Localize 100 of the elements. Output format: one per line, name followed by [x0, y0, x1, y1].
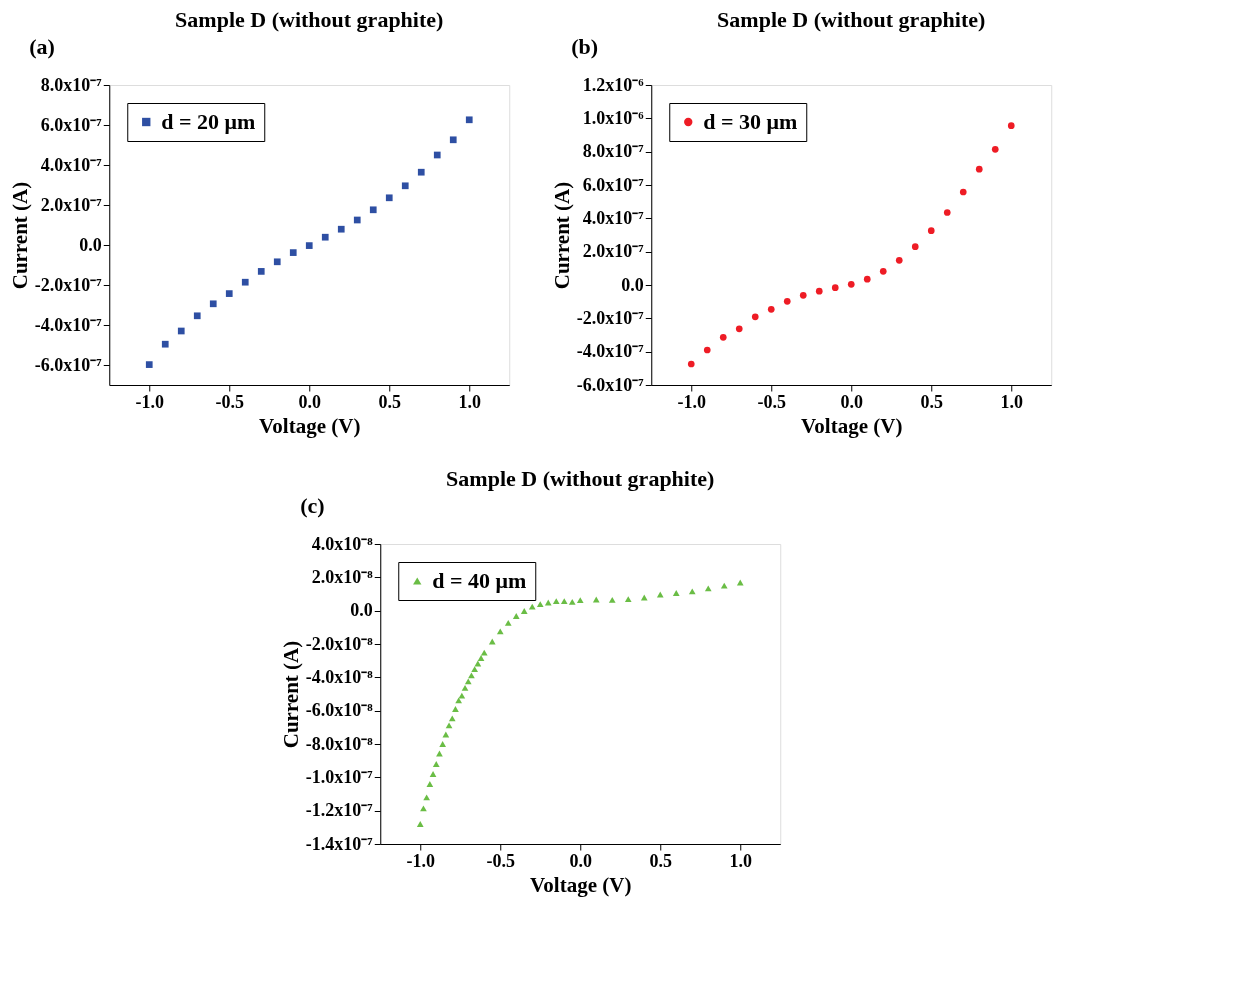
point [423, 794, 430, 801]
point [416, 821, 424, 827]
point [799, 291, 807, 299]
point [321, 233, 329, 241]
point [257, 268, 265, 275]
point [401, 182, 409, 190]
point [943, 209, 951, 216]
x-tick-label: -0.5 [486, 850, 515, 871]
point [568, 598, 576, 605]
y-tick-label: 2.0x10⁻⁷ [582, 241, 645, 262]
y-tick-label: 1.2x10⁻⁶ [582, 74, 645, 95]
y-tick-label: -1.2x10⁻⁷ [305, 800, 374, 821]
x-tick-label: 0.0 [840, 391, 863, 412]
point [417, 168, 425, 176]
y-tick-label: 0.0 [79, 234, 102, 255]
point [560, 598, 568, 605]
y-tick-label: 4.0x10⁻⁸ [311, 533, 374, 554]
point [225, 290, 233, 297]
point [193, 312, 201, 320]
x-tick-label: -1.0 [677, 391, 706, 412]
point [719, 333, 727, 341]
x-axis-title: Voltage (V) [801, 413, 903, 438]
point [433, 151, 441, 159]
x-tick-label: 0.5 [378, 391, 401, 412]
point [353, 216, 361, 224]
point [461, 684, 469, 691]
y-tick-label: 8.0x10⁻⁷ [40, 74, 103, 95]
chart-title: Sample D (without graphite) [175, 7, 444, 32]
point [895, 256, 903, 264]
y-tick-label: -8.0x10⁻⁸ [305, 733, 374, 754]
y-tick-label: 2.0x10⁻⁷ [40, 194, 103, 215]
point [471, 666, 478, 673]
y-tick-label: -2.0x10⁻⁷ [576, 307, 645, 328]
y-tick-label: -2.0x10⁻⁸ [305, 633, 374, 654]
y-tick-label: 2.0x10⁻⁸ [311, 566, 374, 587]
point [369, 206, 377, 214]
y-tick-label: 6.0x10⁻⁷ [582, 174, 645, 195]
y-tick-label: -6.0x10⁻⁷ [34, 354, 103, 375]
point [273, 258, 281, 266]
point [426, 781, 434, 787]
point [783, 297, 791, 305]
point [458, 692, 466, 699]
x-tick-label: -1.0 [406, 850, 435, 871]
point [289, 249, 297, 256]
point [528, 603, 536, 610]
point [959, 188, 967, 196]
point [720, 582, 728, 589]
y-tick-label: 6.0x10⁻⁷ [40, 114, 103, 135]
point [735, 325, 743, 333]
point [209, 300, 217, 308]
point [815, 287, 823, 295]
y-tick-label: 4.0x10⁻⁷ [40, 154, 103, 175]
point [429, 771, 437, 777]
legend-label: d = 30 μm [703, 109, 798, 134]
y-tick-label: 0.0 [621, 274, 644, 295]
chart-title: Sample D (without graphite) [717, 7, 986, 32]
point [161, 340, 169, 348]
point [879, 267, 887, 275]
legend-label: d = 20 μm [161, 109, 256, 134]
point [608, 596, 616, 603]
point [305, 242, 313, 249]
point [445, 722, 453, 729]
point [767, 305, 775, 313]
point [975, 165, 983, 173]
point [520, 608, 528, 614]
point [455, 697, 462, 704]
x-tick-label: -0.5 [215, 391, 244, 412]
y-tick-label: 4.0x10⁻⁷ [582, 207, 645, 228]
y-tick-label: -1.4x10⁻⁷ [305, 833, 374, 854]
point [536, 601, 544, 608]
point [496, 628, 504, 635]
point [576, 597, 584, 604]
legend-label: d = 40 μm [432, 568, 527, 593]
text: (b) [571, 34, 599, 59]
chart-title: Sample D (without graphite) [446, 466, 715, 491]
point [751, 313, 759, 321]
point [863, 275, 871, 283]
y-tick-label: -4.0x10⁻⁷ [34, 314, 103, 335]
point [177, 327, 185, 335]
y-tick-label: 8.0x10⁻⁷ [582, 141, 645, 162]
point [704, 585, 712, 592]
point [927, 227, 935, 235]
point [688, 588, 696, 595]
point [337, 225, 345, 233]
x-tick-label: 1.0 [1000, 391, 1023, 412]
point [1007, 122, 1015, 130]
point [480, 649, 488, 656]
y-tick-label: -2.0x10⁻⁷ [34, 274, 103, 295]
y-axis-title: Current (A) [7, 181, 32, 290]
point [703, 346, 711, 354]
y-tick-label: 0.0 [350, 600, 373, 621]
point [512, 613, 520, 619]
y-tick-label: 1.0x10⁻⁶ [582, 107, 645, 128]
point [241, 278, 249, 286]
point [477, 655, 485, 661]
y-tick-label: -6.0x10⁻⁷ [576, 374, 645, 395]
x-tick-label: 0.5 [920, 391, 943, 412]
point [504, 619, 512, 626]
point [847, 280, 855, 288]
point [672, 590, 680, 596]
